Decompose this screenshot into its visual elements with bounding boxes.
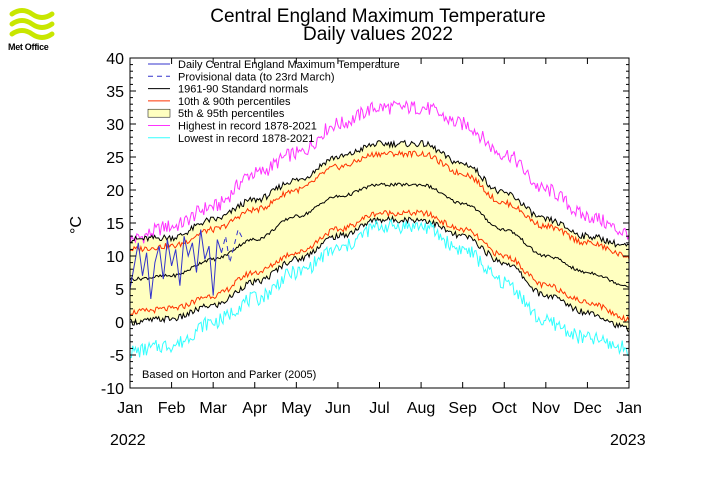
legend-label: 1961-90 Standard normals (178, 84, 309, 96)
legend-swatch (147, 108, 171, 118)
series-line-4 (129, 209, 630, 322)
y-tick-label: -5 (110, 348, 124, 365)
y-tick-label: 5 (115, 282, 124, 299)
y-tick-label: -10 (101, 381, 124, 398)
series-line-5 (129, 215, 630, 333)
x-tick-label: Feb (158, 400, 186, 417)
series-line-3 (129, 182, 630, 288)
x-tick-label: May (281, 400, 311, 417)
x-tick-label: Jan (616, 400, 642, 417)
legend-label: 10th & 90th percentiles (178, 96, 291, 108)
percentile-band-5-95 (130, 140, 629, 332)
chart-title-line-1: Central England Maximum Temperature (210, 6, 546, 27)
legend-label: Provisional data (to 23rd March) (178, 71, 335, 83)
y-tick-label: 40 (106, 51, 124, 68)
y-tick-label: 0 (115, 315, 124, 332)
x-tick-label: Oct (492, 400, 517, 417)
series-line-1 (129, 139, 630, 248)
x-tick-label: Jan (117, 400, 143, 417)
x-tick-label: Sep (448, 400, 477, 417)
series-line-0 (129, 99, 630, 245)
x-tick-label: Nov (532, 400, 560, 417)
y-tick-label: 20 (106, 183, 124, 200)
legend-label: Daily Central England Maximum Temperatur… (178, 59, 400, 71)
y-tick-label: 10 (106, 249, 124, 266)
year-end-label: 2023 (610, 432, 646, 449)
y-tick-label: 30 (106, 117, 124, 134)
x-tick-label: Apr (242, 400, 268, 417)
x-tick-label: Jun (325, 400, 351, 417)
x-tick-label: Mar (199, 400, 227, 417)
series-line-2 (129, 149, 630, 260)
y-axis-unit: °C (67, 216, 85, 234)
legend-label: Lowest in record 1878-2021 (178, 133, 314, 145)
y-tick-label: 15 (106, 216, 124, 233)
legend-label: Highest in record 1878-2021 (178, 121, 317, 133)
observed-line (129, 229, 222, 299)
y-tick-label: 25 (106, 150, 124, 167)
chart-title-line-2: Daily values 2022 (303, 24, 453, 45)
legend-label: 5th & 95th percentiles (178, 108, 285, 120)
x-tick-label: Aug (407, 400, 435, 417)
attribution-note: Based on Horton and Parker (2005) (142, 369, 316, 381)
met-office-logo (8, 6, 58, 47)
y-tick-label: 35 (106, 84, 124, 101)
x-tick-label: Jul (369, 400, 389, 417)
x-tick-label: Dec (573, 400, 601, 417)
logo-text: Met Office (8, 42, 49, 52)
series-line-6 (129, 218, 630, 358)
met-office-wave-icon (9, 8, 55, 40)
year-start-label: 2022 (110, 432, 146, 449)
